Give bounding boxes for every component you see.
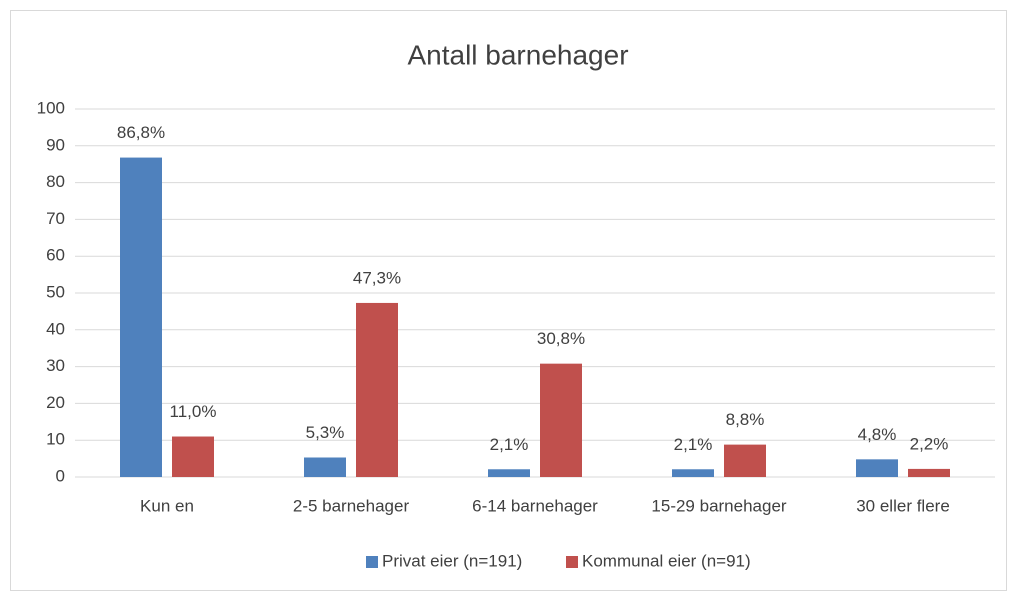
y-tick-label: 80 xyxy=(46,172,65,191)
data-label: 2,1% xyxy=(490,435,529,454)
y-tick-label: 100 xyxy=(37,98,65,117)
data-label: 2,2% xyxy=(910,434,949,453)
x-tick-label: 2-5 barnehager xyxy=(293,496,410,515)
y-tick-label: 50 xyxy=(46,282,65,301)
bar xyxy=(172,436,214,477)
bar xyxy=(356,302,398,477)
x-tick-label: 30 eller flere xyxy=(856,496,950,515)
bar xyxy=(120,157,162,478)
y-tick-label: 70 xyxy=(46,209,65,228)
data-label: 47,3% xyxy=(353,268,401,287)
x-tick-label: 6-14 barnehager xyxy=(472,496,598,515)
legend-label: Privat eier (n=191) xyxy=(382,551,522,570)
legend-swatch xyxy=(366,556,378,568)
data-label: 4,8% xyxy=(858,425,897,444)
data-label: 8,8% xyxy=(726,410,765,429)
x-tick-label: Kun en xyxy=(140,496,194,515)
bar xyxy=(304,457,346,477)
y-tick-label: 30 xyxy=(46,356,65,375)
data-label: 2,1% xyxy=(674,435,713,454)
bar xyxy=(488,469,530,477)
data-label: 30,8% xyxy=(537,329,585,348)
data-label: 11,0% xyxy=(170,402,217,421)
y-tick-label: 90 xyxy=(46,135,65,154)
bar xyxy=(856,459,898,477)
x-tick-label: 15-29 barnehager xyxy=(651,496,787,515)
legend-label: Kommunal eier (n=91) xyxy=(582,551,751,570)
y-tick-label: 20 xyxy=(46,393,65,412)
chart-title: Antall barnehager xyxy=(407,39,628,70)
bar xyxy=(672,469,714,477)
y-tick-label: 40 xyxy=(46,319,65,338)
y-tick-label: 60 xyxy=(46,246,65,265)
y-tick-label: 10 xyxy=(46,430,65,449)
data-label: 86,8% xyxy=(117,123,165,142)
data-label: 5,3% xyxy=(306,423,345,442)
bar xyxy=(540,363,582,477)
bar xyxy=(724,444,766,477)
bar xyxy=(908,468,950,477)
legend-swatch xyxy=(566,556,578,568)
y-tick-label: 0 xyxy=(56,466,65,485)
chart-border xyxy=(10,10,1007,591)
